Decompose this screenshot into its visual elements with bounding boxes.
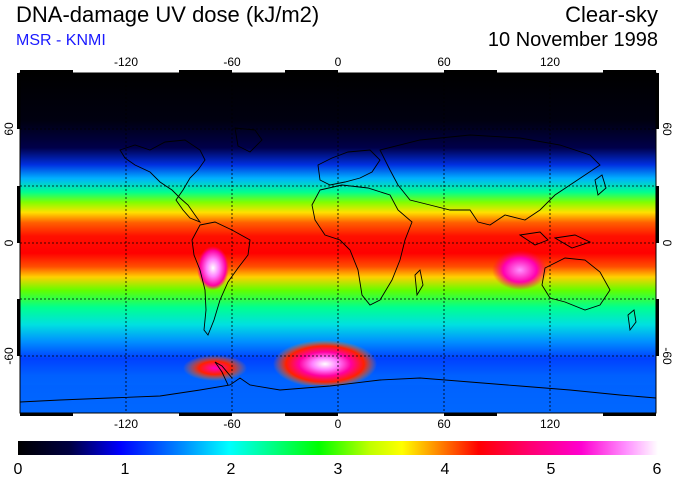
colorbar-labels: 0 1 2 3 4 5 6 (14, 461, 662, 478)
lat-tick-label: 60 (2, 122, 16, 136)
source-label: MSR - KNMI (16, 32, 106, 49)
lon-tick-label: 0 (335, 417, 342, 431)
graticule (20, 73, 656, 413)
lat-labels-right: 60 0 -60 (660, 122, 674, 365)
lat-tick-label: -60 (660, 347, 674, 365)
sky-condition-label: Clear-sky (565, 2, 658, 27)
lat-tick-label: 60 (660, 122, 674, 136)
lon-labels-top: -120 -60 0 60 120 (114, 55, 560, 69)
indian-ocean-hotspot (492, 250, 548, 290)
lon-tick-label: -120 (114, 417, 138, 431)
lon-tick-label: 60 (437, 55, 451, 69)
colorbar-label: 2 (227, 461, 236, 478)
colorbar-label: 4 (441, 461, 450, 478)
lon-tick-label: -120 (114, 55, 138, 69)
lon-tick-label: 0 (335, 55, 342, 69)
colorbar-label: 6 (653, 461, 662, 478)
map-title: DNA-damage UV dose (kJ/m2) (16, 2, 320, 27)
andes-hotspot (197, 246, 229, 290)
lon-tick-label: -60 (223, 417, 241, 431)
colorbar-label: 0 (14, 461, 23, 478)
lon-tick-label: 120 (540, 417, 560, 431)
colorbar-label: 5 (547, 461, 556, 478)
lat-labels-left: 60 0 -60 (2, 122, 16, 365)
coastlines (20, 127, 656, 403)
lat-tick-label: 0 (2, 239, 16, 246)
colorbar-label: 3 (334, 461, 343, 478)
lon-tick-label: -60 (223, 55, 241, 69)
date-label: 10 November 1998 (487, 29, 658, 51)
lon-labels-bottom: -120 -60 0 60 120 (114, 417, 560, 431)
lat-tick-label: -60 (2, 347, 16, 365)
colorbar-label: 1 (121, 461, 130, 478)
lon-tick-label: 120 (540, 55, 560, 69)
south-atlantic-hotspot (183, 355, 247, 381)
colorbar (18, 441, 658, 455)
lat-tick-label: 0 (660, 240, 674, 247)
lon-tick-label: 60 (437, 417, 451, 431)
frame-bar-segments (17, 70, 659, 416)
antarctic-hotspot (273, 340, 377, 388)
